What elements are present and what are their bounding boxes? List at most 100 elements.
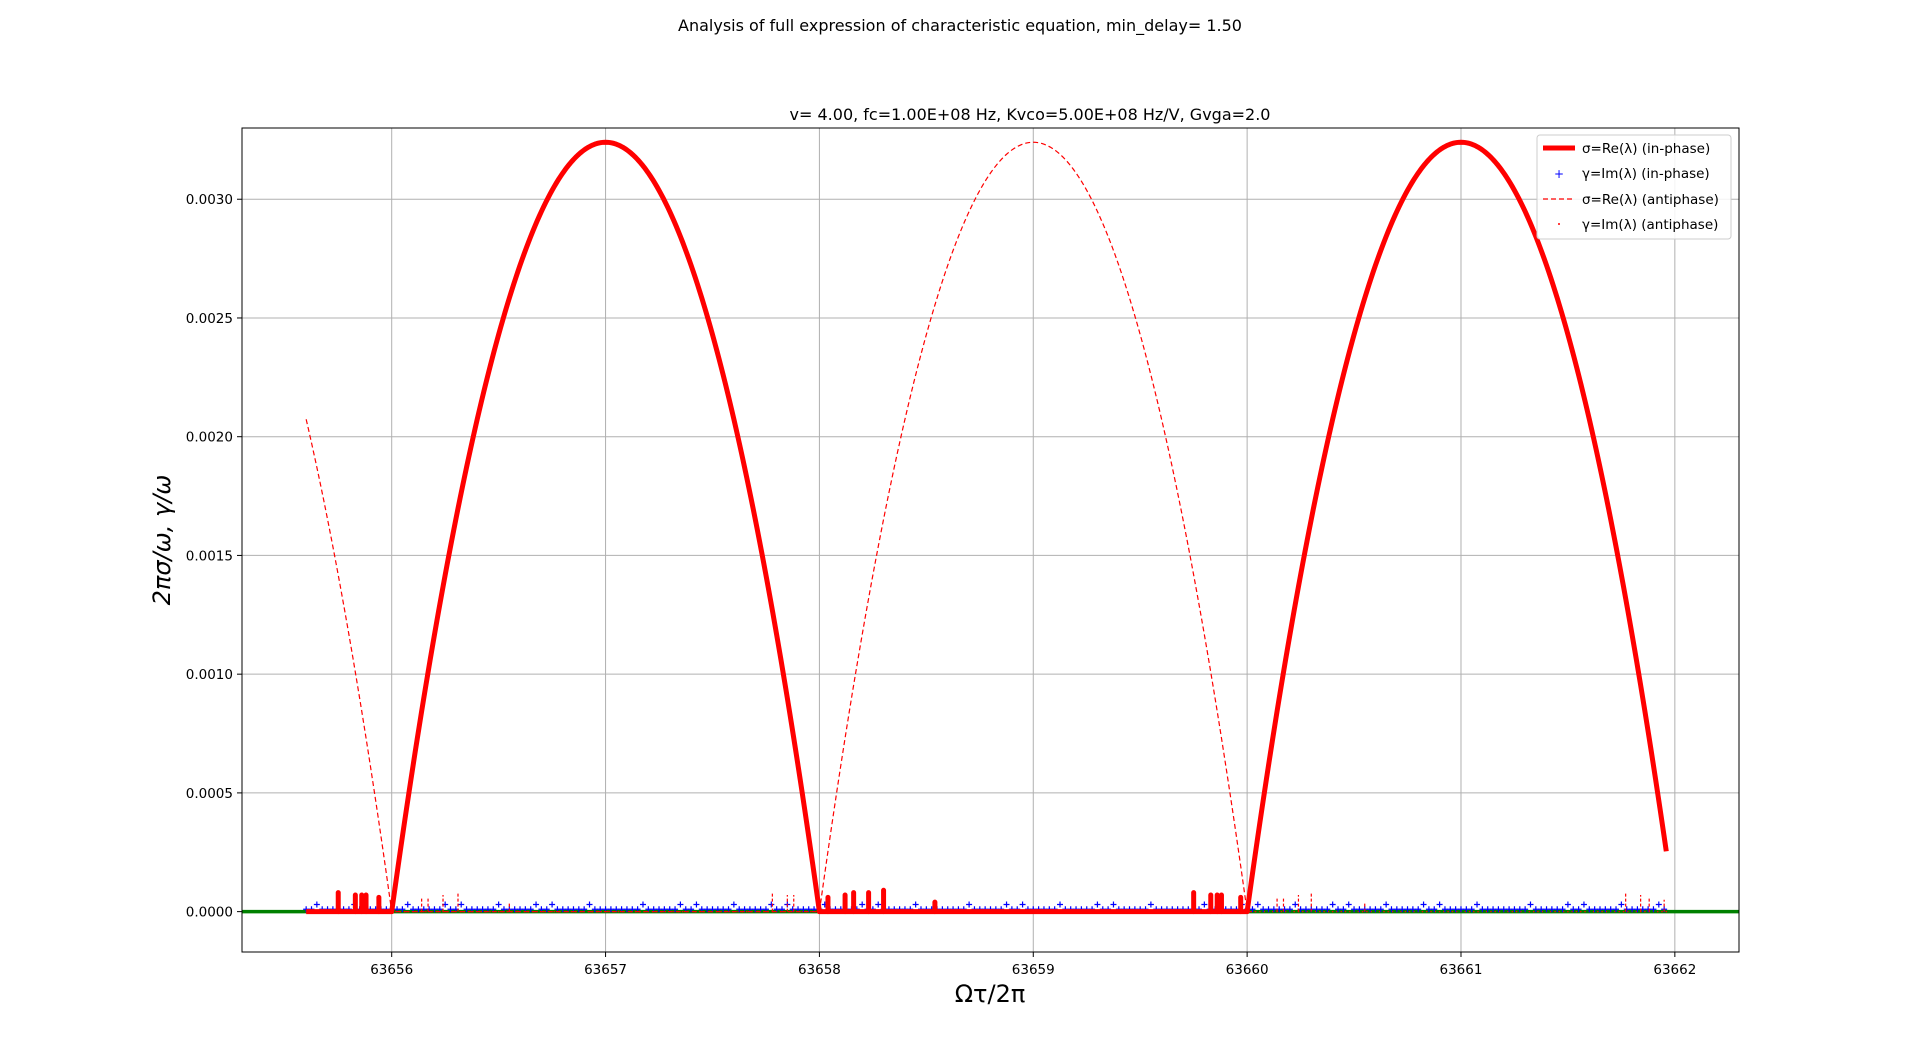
antiphase-im-point — [480, 910, 483, 913]
antiphase-im-point — [1485, 910, 1488, 913]
in-phase-im-point — [1094, 901, 1101, 908]
antiphase-im-point — [425, 910, 427, 913]
antiphase-im-point — [1306, 910, 1308, 913]
in-phase-im-point — [912, 901, 919, 908]
antiphase-im-point — [1447, 910, 1449, 913]
in-phase-im-point — [1377, 906, 1384, 913]
in-phase-im-point — [859, 901, 866, 908]
antiphase-im-point — [1259, 910, 1261, 913]
in-phase-im-point — [1596, 906, 1603, 913]
antiphase-im-point — [1635, 910, 1638, 913]
antiphase-im-point — [1554, 910, 1556, 913]
antiphase-im-point — [784, 910, 786, 913]
grid-lines — [242, 128, 1739, 952]
x-tick-label: 63662 — [1653, 962, 1696, 978]
in-phase-im-point — [875, 901, 882, 908]
legend-label-gamma-in-phase: γ=Im(λ) (in-phase) — [1582, 166, 1710, 182]
legend-label-sigma-in-phase: σ=Re(λ) (in-phase) — [1582, 141, 1710, 157]
in-phase-im-point — [1388, 906, 1395, 913]
in-phase-im-point — [1324, 906, 1331, 913]
in-phase-im-point — [1623, 906, 1630, 913]
in-phase-im-point — [1516, 906, 1523, 913]
antiphase-im-point — [1665, 910, 1668, 913]
antiphase-im-point — [1498, 910, 1501, 913]
antiphase-im-point — [617, 910, 620, 913]
tick-labels: 63656 63657 63658 63659 63660 63661 63662 0.000… — [186, 192, 1697, 978]
x-tick-label: 63656 — [370, 962, 413, 978]
antiphase-im-point — [1344, 910, 1347, 913]
antiphase-im-point — [1597, 910, 1599, 913]
antiphase-im-point — [737, 910, 739, 913]
antiphase-im-point — [1323, 910, 1325, 913]
in-phase-im-point — [1383, 901, 1390, 908]
antiphase-im-point — [1451, 910, 1454, 913]
antiphase-im-point — [1263, 910, 1266, 913]
in-phase-im-point — [1329, 901, 1336, 908]
antiphase-im-point — [1644, 910, 1646, 913]
antiphase-im-point — [1464, 910, 1467, 913]
antiphase-im-point — [570, 910, 573, 913]
in-phase-im-point — [1452, 906, 1459, 913]
in-phase-im-point — [1335, 906, 1342, 913]
antiphase-im-point — [1537, 910, 1539, 913]
in-phase-im-point — [1468, 906, 1475, 913]
antiphase-im-point — [1575, 910, 1578, 913]
in-phase-im-point — [543, 906, 550, 913]
in-phase-im-point — [1543, 906, 1550, 913]
antiphase-im-point — [1571, 910, 1573, 913]
antiphase-im-point — [1284, 910, 1287, 913]
in-phase-im-point — [768, 901, 775, 908]
in-phase-im-point — [1580, 901, 1587, 908]
in-phase-im-point — [1057, 901, 1063, 908]
antiphase-im-point — [1550, 910, 1552, 913]
antiphase-im-point — [609, 910, 611, 913]
in-phase-im-point — [736, 906, 743, 913]
antiphase-im-point — [664, 910, 667, 913]
antiphase-im-point — [1511, 910, 1514, 913]
antiphase-im-point — [1584, 910, 1586, 913]
antiphase-im-point — [506, 910, 508, 913]
antiphase-im-point — [1425, 910, 1428, 913]
in-phase-im-point — [1506, 906, 1513, 913]
antiphase-im-point — [1271, 910, 1274, 913]
in-phase-im-point — [693, 901, 700, 908]
in-phase-im-point — [1586, 906, 1593, 913]
in-phase-im-point — [1548, 906, 1555, 913]
in-phase-im-point — [1420, 901, 1427, 908]
in-phase-im-point — [1436, 901, 1443, 908]
in-phase-im-point — [1110, 901, 1117, 908]
antiphase-im-point — [1327, 910, 1330, 913]
antiphase-im-point — [745, 910, 748, 913]
in-phase-im-point — [704, 906, 711, 913]
x-tick-label: 63657 — [584, 962, 627, 978]
y-tick-label: 0.0005 — [186, 786, 233, 802]
in-phase-im-point — [1655, 901, 1662, 908]
antiphase-im-point — [810, 910, 812, 913]
in-phase-im-point — [1613, 906, 1620, 913]
in-phase-im-point — [1415, 906, 1422, 913]
in-phase-im-point — [1645, 906, 1652, 913]
y-axis-title: 2πσ/ω, γ/ω — [148, 475, 176, 606]
in-phase-im-point — [1404, 906, 1411, 913]
antiphase-im-point — [1400, 910, 1402, 913]
antiphase-im-point — [1592, 910, 1595, 913]
in-phase-im-point — [1356, 906, 1363, 913]
y-tick-label: 0.0000 — [186, 905, 233, 921]
x-tick-label: 63658 — [798, 962, 841, 978]
antiphase-im-point — [728, 910, 731, 913]
in-phase-im-point — [1318, 906, 1325, 913]
antiphase-im-point — [416, 910, 419, 913]
antiphase-im-point — [1408, 910, 1411, 913]
in-phase-im-point — [1570, 906, 1577, 913]
antiphase-im-point — [681, 910, 684, 913]
in-phase-im-point — [1457, 906, 1464, 913]
antiphase-im-point — [1404, 910, 1407, 913]
axes-frame — [241, 127, 1740, 953]
in-phase-im-point — [1367, 906, 1374, 913]
antiphase-im-point — [1528, 910, 1531, 913]
in-phase-im-point — [752, 906, 759, 913]
in-phase-im-point — [1559, 906, 1566, 913]
in-phase-im-point — [1527, 901, 1534, 908]
in-phase-im-point — [677, 901, 684, 908]
